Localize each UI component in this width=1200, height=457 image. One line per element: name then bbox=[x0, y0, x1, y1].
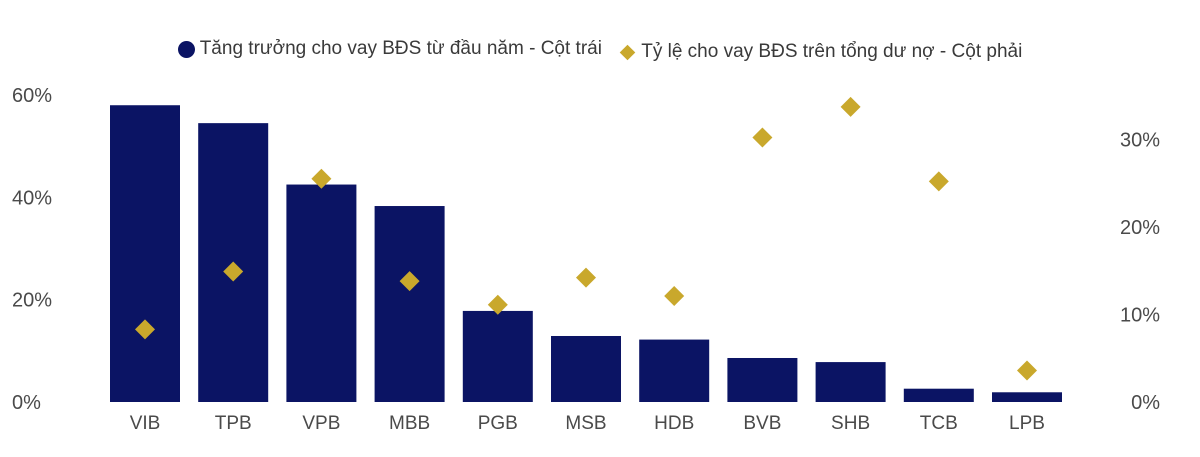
x-tick-label: MBB bbox=[389, 413, 430, 434]
legend-item-loan-ratio: Tỷ lệ cho vay BĐS trên tổng dư nợ - Cột … bbox=[619, 41, 1022, 63]
legend-label-loan-ratio: Tỷ lệ cho vay BĐS trên tổng dư nợ - Cột … bbox=[641, 41, 1023, 62]
point-hdb bbox=[664, 286, 685, 307]
chart-legend: Tăng trưởng cho vay BĐS từ đầu năm - Cột… bbox=[0, 38, 1200, 64]
legend-circle-icon bbox=[177, 40, 195, 58]
point-mbb bbox=[399, 271, 420, 292]
point-pgb bbox=[487, 294, 508, 315]
x-tick-label: TPB bbox=[215, 413, 252, 434]
point-msb bbox=[576, 267, 596, 288]
x-tick-label: PGB bbox=[478, 413, 518, 434]
x-tick-label: MSB bbox=[565, 413, 606, 434]
y-right-tick-label: 10% bbox=[1120, 304, 1160, 326]
y-right-tick-label: 0% bbox=[1131, 392, 1160, 414]
bar-pgb bbox=[462, 310, 533, 402]
bar-vib bbox=[110, 105, 180, 402]
x-tick-label: BVB bbox=[743, 413, 781, 434]
point-vpb bbox=[311, 168, 332, 189]
x-tick-label: SHB bbox=[831, 413, 870, 434]
x-tick-label: HDB bbox=[654, 413, 694, 434]
legend-label-loan-growth: Tăng trưởng cho vay BĐS từ đầu năm - Cột… bbox=[199, 38, 602, 59]
bar-tcb bbox=[903, 388, 974, 402]
bar-shb bbox=[815, 362, 886, 402]
point-tpb bbox=[223, 261, 244, 282]
x-tick-label: LPB bbox=[1009, 413, 1045, 434]
y-left-tick-label: 0% bbox=[12, 392, 41, 414]
point-bvb bbox=[752, 127, 773, 148]
y-right-tick-label: 30% bbox=[1120, 129, 1160, 151]
x-tick-label: VIB bbox=[130, 413, 161, 434]
point-shb bbox=[840, 96, 861, 117]
point-tcb bbox=[928, 171, 949, 192]
x-tick-label: VPB bbox=[302, 413, 340, 434]
bar-vpb bbox=[286, 184, 357, 402]
y-right-tick-label: 20% bbox=[1120, 217, 1160, 239]
x-tick-label: TCB bbox=[920, 413, 958, 434]
legend-item-loan-growth: Tăng trưởng cho vay BĐS từ đầu năm - Cột… bbox=[177, 38, 602, 60]
bar-msb bbox=[551, 335, 621, 402]
bar-hdb bbox=[639, 339, 710, 402]
point-vib bbox=[135, 319, 155, 340]
bar-mbb bbox=[374, 206, 445, 402]
bar-bvb bbox=[727, 357, 798, 402]
y-left-tick-label: 20% bbox=[12, 290, 52, 312]
point-lpb bbox=[1017, 360, 1037, 381]
y-left-tick-label: 60% bbox=[12, 85, 52, 107]
bar-lpb bbox=[992, 392, 1062, 402]
y-left-tick-label: 40% bbox=[12, 187, 52, 209]
